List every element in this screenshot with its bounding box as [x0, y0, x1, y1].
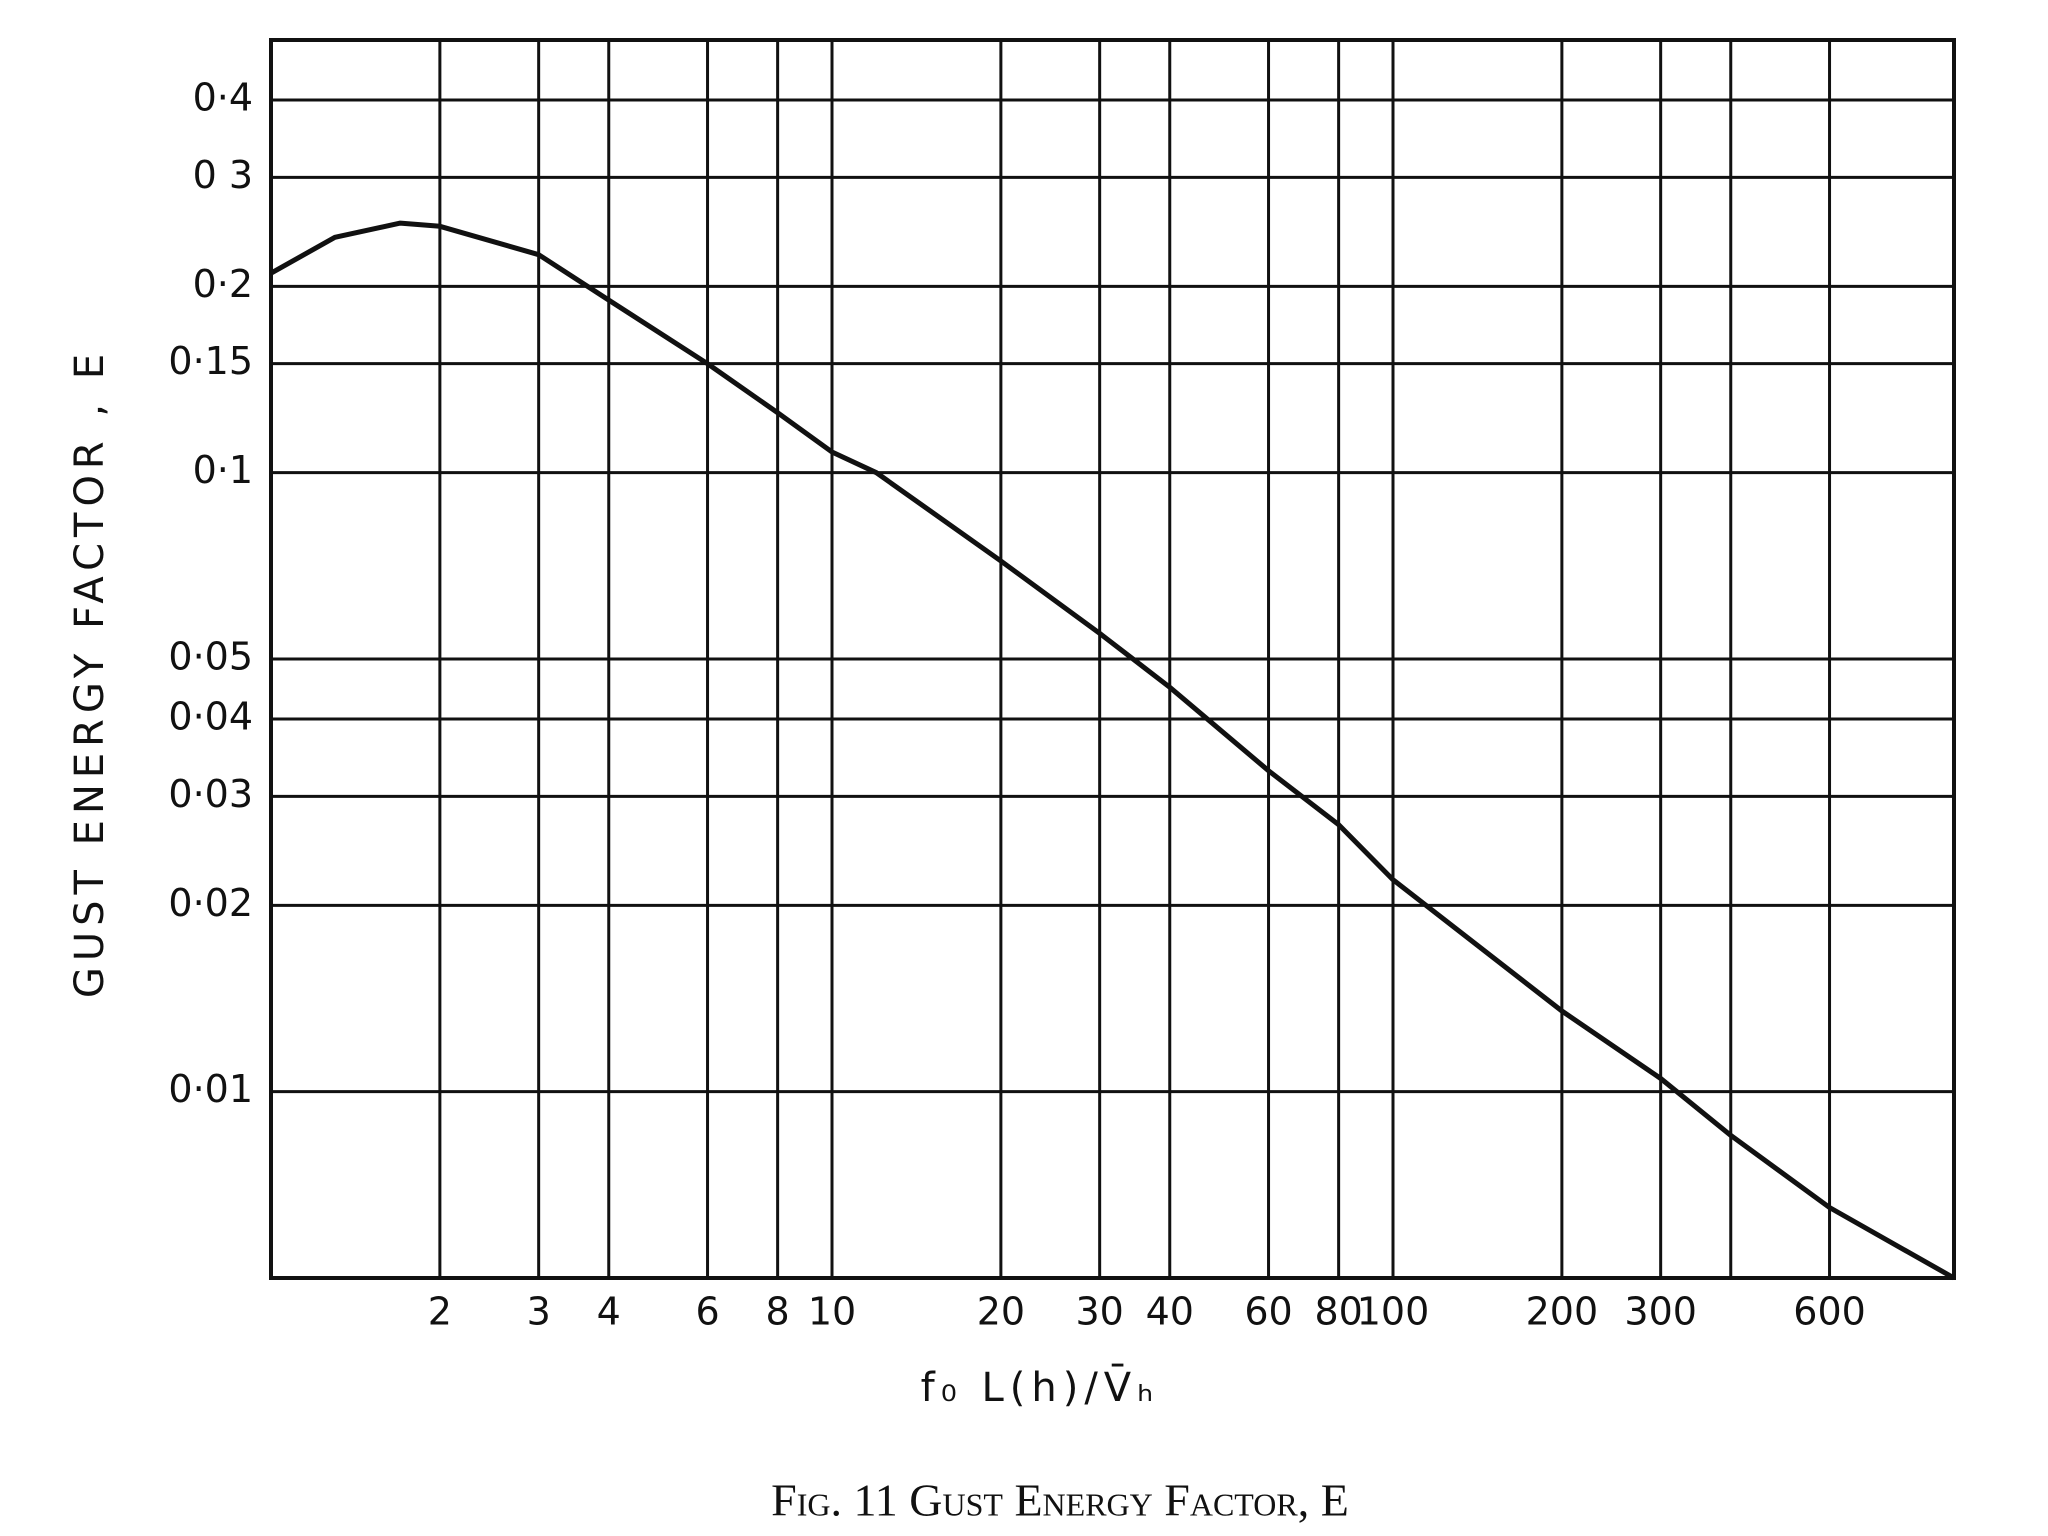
x-tick-label: 200 [1526, 1290, 1599, 1334]
x-tick-label: 20 [977, 1290, 1025, 1334]
x-tick-label: 8 [766, 1290, 790, 1334]
x-tick-label: 3 [527, 1290, 551, 1334]
y-tick-label: 0 3 [193, 153, 253, 197]
y-tick-label: 0·15 [168, 339, 253, 383]
x-tick-label: 30 [1075, 1290, 1123, 1334]
x-tick-label: 80 [1314, 1290, 1362, 1334]
y-tick-label: 0·4 [193, 75, 253, 119]
x-tick-label: 40 [1146, 1290, 1194, 1334]
x-tick-label: 4 [597, 1290, 621, 1334]
x-tick-label: 60 [1244, 1290, 1292, 1334]
y-tick-label: 0·2 [193, 262, 253, 306]
x-tick-label: 600 [1793, 1290, 1866, 1334]
y-tick-label: 0·03 [168, 772, 253, 816]
y-tick-label: 0·01 [168, 1067, 253, 1111]
y-tick-label: 0·02 [168, 881, 253, 925]
y-tick-label: 0·04 [168, 694, 253, 738]
x-axis-label: f₀ L(h)/V̄ₕ [921, 1363, 1160, 1411]
y-axis-label: GUST ENERGY FACTOR , E [67, 348, 113, 998]
plot-frame [269, 38, 1956, 1280]
curve [269, 220, 1956, 1281]
y-tick-label: 0·05 [168, 635, 253, 679]
x-tick-label: 10 [808, 1290, 856, 1334]
y-tick-label: 0·1 [193, 448, 253, 492]
x-tick-label: 300 [1624, 1290, 1697, 1334]
x-tick-label: 6 [695, 1290, 719, 1334]
caption: Fig. 11 Gust Energy Factor, E [771, 1475, 1349, 1526]
x-tick-label: 100 [1357, 1290, 1430, 1334]
x-tick-label: 2 [428, 1290, 452, 1334]
